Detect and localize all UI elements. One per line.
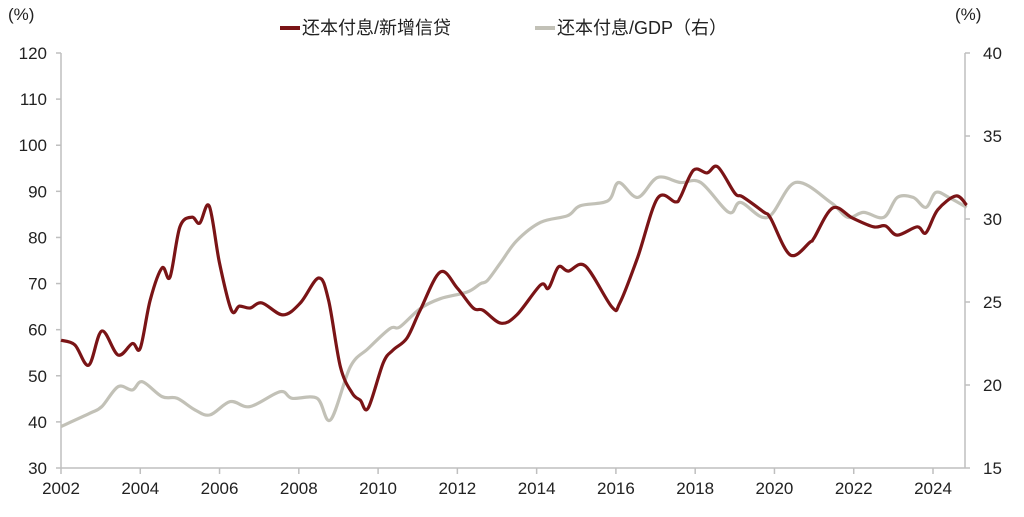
y-right-tick-label: 35 (983, 127, 1002, 146)
x-tick-label: 2010 (359, 479, 397, 498)
y-right-tick-label: 25 (983, 293, 1002, 312)
x-tick-label: 2020 (756, 479, 794, 498)
legend-label-series1: 还本付息/新增信贷 (302, 18, 451, 38)
x-tick-label: 2022 (835, 479, 873, 498)
right-axis-unit: (%) (955, 5, 981, 24)
y-right-tick-label: 20 (983, 376, 1002, 395)
y-tick-label: 90 (28, 182, 47, 201)
y-right-tick-label: 40 (983, 44, 1002, 63)
x-tick-label: 2006 (201, 479, 239, 498)
x-tick-label: 2008 (280, 479, 318, 498)
y-tick-label: 120 (19, 44, 47, 63)
x-tick-label: 2024 (914, 479, 952, 498)
legend: 还本付息/新增信贷 还本付息/GDP（右） (280, 18, 727, 38)
y-tick-label: 60 (28, 321, 47, 340)
y-tick-label: 100 (19, 136, 47, 155)
y-tick-label: 30 (28, 459, 47, 478)
y-right-tick-label: 30 (983, 210, 1002, 229)
y-tick-label: 110 (20, 90, 47, 109)
y-tick-label: 80 (28, 228, 47, 247)
left-axis-unit: (%) (8, 5, 34, 24)
x-tick-label: 2016 (597, 479, 635, 498)
y-tick-label: 50 (28, 367, 47, 386)
x-tick-label: 2018 (676, 479, 714, 498)
legend-label-series2: 还本付息/GDP（右） (557, 18, 727, 38)
y-tick-label: 70 (28, 275, 47, 294)
x-tick-label: 2012 (438, 479, 476, 498)
series-line-repayment-to-new-credit (60, 164, 968, 412)
series-line-repayment-to-gdp (60, 175, 968, 428)
x-tick-label: 2004 (121, 479, 159, 498)
x-tick-label: 2014 (518, 479, 556, 498)
y-tick-label: 40 (28, 413, 47, 432)
x-tick-label: 2002 (42, 479, 80, 498)
y-right-tick-label: 15 (983, 459, 1002, 478)
